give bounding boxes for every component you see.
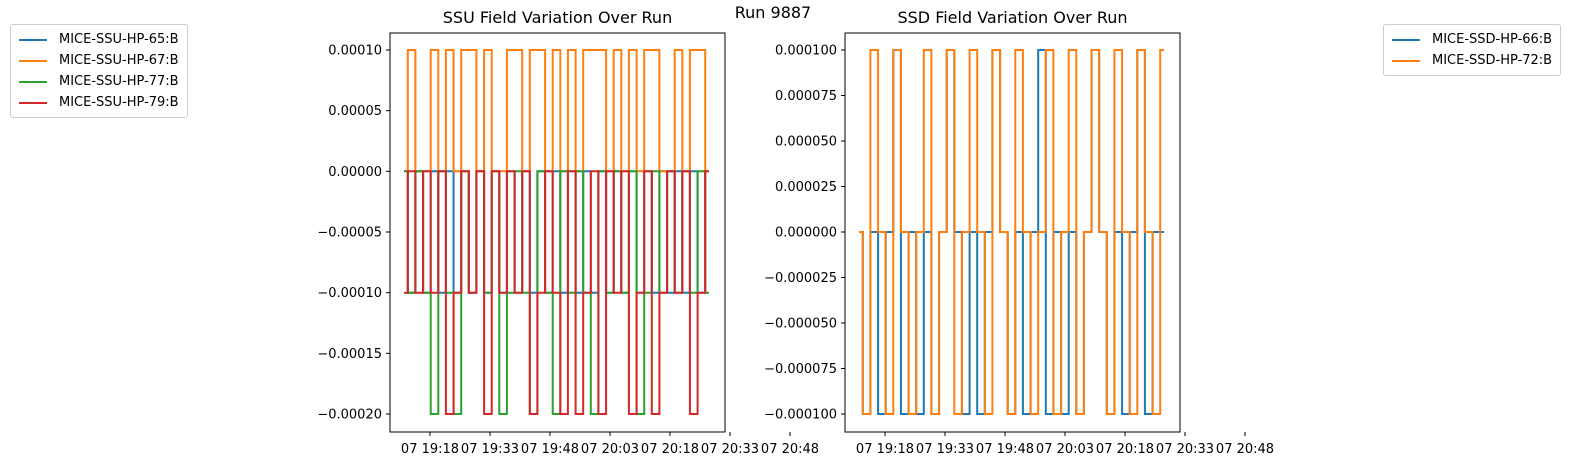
legend-label: MICE-SSU-HP-65:B [59,32,179,47]
ssu-legend-entry-3: MICE-SSU-HP-77:B [19,71,179,92]
ssu-chart-title: SSU Field Variation Over Run [443,8,672,27]
legend-label: MICE-SSU-HP-67:B [59,53,179,68]
ssd-y-tick-label: 0.000050 [775,135,837,150]
ssu-legend-entry-1: MICE-SSU-HP-65:B [19,29,179,50]
ssd-legend-entry-2: MICE-SSD-HP-72:B [1392,50,1552,71]
legend-line-swatch [1392,38,1420,41]
ssd-y-tick-label: 0.000000 [775,226,837,241]
ssu-series-line-1 [404,170,709,294]
legend-line-swatch [19,101,47,104]
ssd-x-tick-label: 07 19:33 [916,442,974,457]
figure-suptitle: Run 9887 [734,3,812,22]
legend-label: MICE-SSU-HP-77:B [59,74,179,89]
ssd-x-tick-label: 07 19:18 [856,442,914,457]
ssd-plot: SSD Field Variation Over Run 0.000100 0.00… [764,8,1274,457]
ssu-y-tick-label: −0.00010 [317,286,382,301]
ssd-x-tick-label: 07 20:18 [1096,442,1154,457]
ssu-legend-entry-2: MICE-SSU-HP-67:B [19,50,179,71]
legend-line-swatch [19,38,47,41]
ssd-legend-entry-1: MICE-SSD-HP-66:B [1392,29,1552,50]
legend-label: MICE-SSD-HP-66:B [1432,32,1553,47]
legend-line-swatch [19,59,47,62]
legend-label: MICE-SSD-HP-72:B [1432,53,1553,68]
ssu-x-tick-label: 07 19:48 [521,442,579,457]
ssd-x-tick-label: 07 20:48 [1216,442,1274,457]
ssd-y-tick-label: −0.000075 [764,362,837,377]
ssu-plot: SSU Field Variation Over Run 0.00010 0.000… [317,8,819,457]
ssd-y-tick-label: −0.000025 [764,271,837,286]
ssu-legend-entry-4: MICE-SSU-HP-79:B [19,92,179,113]
ssu-y-tick-label: −0.00015 [317,347,382,362]
ssu-x-tick-label: 07 20:33 [701,442,759,457]
ssu-x-tick-label: 07 19:33 [461,442,519,457]
ssu-x-tick-label: 07 19:18 [401,442,459,457]
legend-line-swatch [1392,59,1420,62]
ssd-series-line-2 [859,49,1164,415]
ssd-chart-title: SSD Field Variation Over Run [897,8,1127,27]
ssu-series-line-4 [404,170,709,415]
ssu-y-tick-label: 0.00000 [328,165,382,180]
ssu-y-tick-label: −0.00020 [317,408,382,423]
ssu-y-tick-label: 0.00010 [328,44,382,59]
ssu-legend: MICE-SSU-HP-65:B MICE-SSU-HP-67:B MICE-SSU… [10,24,188,118]
legend-line-swatch [19,80,47,83]
legend-label: MICE-SSU-HP-79:B [59,95,179,110]
ssd-y-tick-label: −0.000100 [764,408,837,423]
ssd-x-tick-label: 07 19:48 [976,442,1034,457]
ssu-x-tick-label: 07 20:48 [761,442,819,457]
ssd-x-tick-label: 07 20:33 [1156,442,1214,457]
ssd-y-tick-label: 0.000075 [775,89,837,104]
ssd-y-tick-label: −0.000050 [764,317,837,332]
ssd-x-tick-label: 07 20:03 [1036,442,1094,457]
ssu-x-tick-label: 07 20:18 [641,442,699,457]
ssu-series-line-2 [404,49,709,173]
ssu-y-tick-label: −0.00005 [317,226,382,241]
ssu-y-tick-label: 0.00005 [328,104,382,119]
ssd-legend: MICE-SSD-HP-66:B MICE-SSD-HP-72:B [1383,24,1562,76]
ssd-y-tick-label: 0.000025 [775,180,837,195]
ssd-y-tick-label: 0.000100 [775,44,837,59]
ssu-x-tick-label: 07 20:03 [581,442,639,457]
